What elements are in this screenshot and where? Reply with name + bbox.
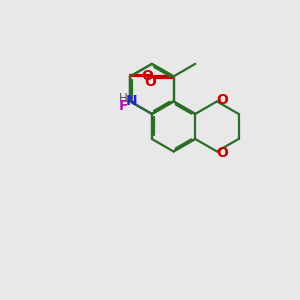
- Text: F: F: [118, 98, 128, 112]
- Text: N: N: [126, 94, 137, 108]
- Text: O: O: [216, 93, 228, 107]
- Text: O: O: [144, 75, 156, 89]
- Text: H: H: [119, 92, 128, 105]
- Text: O: O: [216, 146, 228, 160]
- Text: O: O: [142, 69, 154, 83]
